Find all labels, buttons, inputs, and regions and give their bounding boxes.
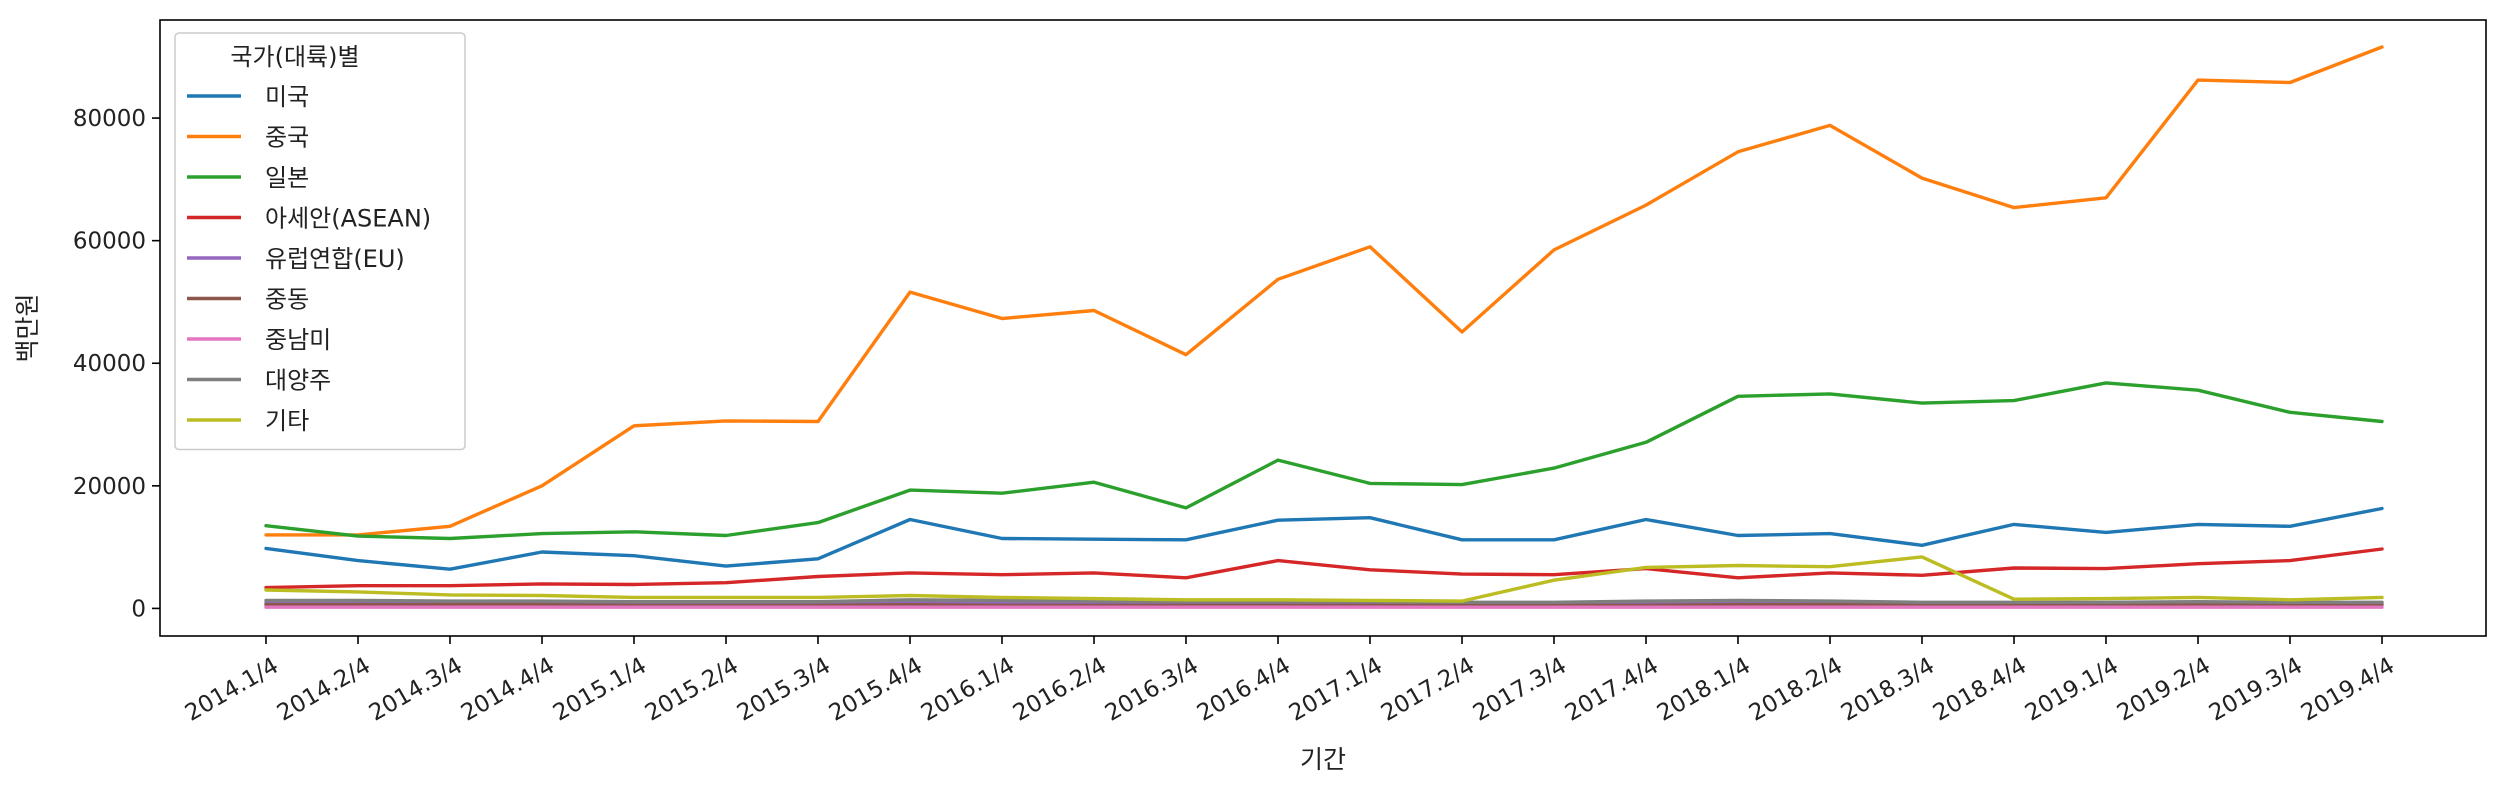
x-tick-label: 2016.2/4 [1009,653,1111,727]
legend-title: 국가(대륙)별 [230,43,359,71]
y-tick-label: 40000 [73,351,146,377]
x-tick-label: 2016.3/4 [1101,653,1203,727]
x-tick-label: 2014.4/4 [457,653,559,727]
y-tick-label: 80000 [73,106,146,132]
legend-label: 중국 [265,124,309,152]
x-tick-label: 2015.1/4 [549,653,651,727]
x-tick-label: 2018.3/4 [1837,653,1939,727]
x-tick-label: 2014.1/4 [181,653,283,727]
x-tick-label: 2016.1/4 [917,653,1019,727]
legend-label: 유럽연합(EU) [265,245,405,273]
x-tick-label: 2017.3/4 [1469,653,1571,727]
y-tick-label: 20000 [73,474,146,500]
series-line-2 [264,45,2384,537]
series-line-6 [264,603,2384,608]
x-tick-label: 2015.4/4 [825,653,927,727]
x-tick-label: 2014.2/4 [273,653,375,727]
y-tick-label: 60000 [73,229,146,255]
y-axis-title: 백만원 [13,293,42,362]
series-line-3 [264,381,2384,541]
legend-label: 미국 [265,83,309,111]
x-tick-label: 2018.2/4 [1745,653,1847,727]
x-tick-label: 2018.1/4 [1653,653,1755,727]
series-line-1 [264,506,2384,571]
x-tick-label: 2019.3/4 [2205,653,2307,727]
x-tick-label: 2016.4/4 [1193,653,1295,727]
legend-label: 일본 [265,164,309,192]
series-line-4 [264,547,2384,590]
x-tick-label: 2019.2/4 [2113,653,2215,727]
legend-label: 대양주 [265,367,331,395]
y-tick-label: 0 [131,596,146,622]
legend-label: 기타 [265,407,309,435]
x-tick-label: 2017.4/4 [1561,653,1663,727]
x-axis-title: 기간 [1300,745,1346,774]
legend-label: 아세안(ASEAN) [265,205,431,233]
x-tick-label: 2014.3/4 [365,653,467,727]
series-line-9 [264,555,2384,603]
x-tick-label: 2015.2/4 [641,653,743,727]
legend-label: 중동 [265,286,309,314]
x-tick-label: 2019.1/4 [2021,653,2123,727]
plot-frame [159,19,2487,637]
x-tick-label: 2018.4/4 [1929,653,2031,727]
x-tick-label: 2019.4/4 [2297,653,2399,727]
legend-box [174,32,466,451]
legend-label: 중남미 [265,326,331,354]
x-tick-label: 2015.3/4 [733,653,835,727]
x-tick-label: 2017.1/4 [1285,653,1387,727]
x-tick-label: 2017.2/4 [1377,653,1479,727]
